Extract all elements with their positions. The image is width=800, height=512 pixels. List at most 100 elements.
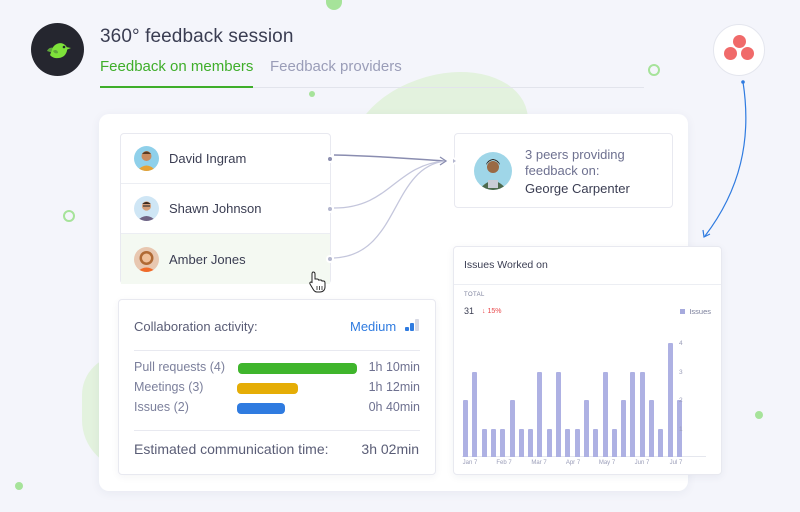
y-tick-label: 1 [679, 425, 683, 433]
chart-bar[interactable] [621, 400, 627, 457]
peer-count-text: 3 peers providing [525, 147, 625, 162]
member-name: Shawn Johnson [169, 201, 262, 216]
activity-time: 0h 40min [368, 400, 420, 414]
chart-bar[interactable] [630, 371, 636, 457]
member-name: David Ingram [169, 151, 247, 166]
change-indicator: ↓ 15% [482, 308, 502, 315]
avatar [134, 196, 159, 221]
tab-bar: Feedback on members Feedback providers [100, 58, 644, 88]
decorative-ring [648, 64, 660, 76]
decorative-ring [63, 210, 75, 222]
x-tick-label: Mar 7 [531, 460, 547, 466]
chart-bar[interactable] [565, 428, 571, 457]
chart-bar[interactable] [490, 428, 496, 457]
chart-bar[interactable] [481, 428, 487, 457]
chart-bar[interactable] [658, 428, 664, 457]
member-name: Amber Jones [169, 251, 246, 267]
asana-logo-icon [724, 47, 737, 60]
decorative-dot [309, 91, 315, 97]
legend-label: Issues [689, 307, 711, 316]
activity-bar [237, 383, 298, 394]
activity-bar [237, 403, 285, 414]
member-list: David Ingram Shawn Johnson Amber Jones [120, 133, 334, 284]
activity-heading: Collaboration activity: [134, 319, 258, 334]
decorative-dot [326, 0, 342, 10]
chart-bar[interactable] [583, 400, 589, 457]
decorative-dot [15, 482, 23, 490]
chart-bar[interactable] [463, 400, 468, 457]
asana-integration-button[interactable] [713, 24, 765, 76]
total-time-value: 3h 02min [361, 441, 419, 457]
app-logo [31, 23, 84, 76]
connector-handle[interactable] [326, 155, 334, 163]
x-tick-label: Jun 7 [634, 460, 650, 466]
chart-bar[interactable] [667, 343, 673, 457]
x-tick-label: Feb 7 [496, 460, 512, 466]
legend-swatch [680, 309, 686, 314]
y-tick-label: 2 [679, 397, 683, 404]
chart-bar[interactable] [639, 371, 645, 457]
active-tab-indicator [100, 86, 253, 88]
member-amber-jones[interactable]: Amber Jones [121, 234, 334, 284]
chart-bar[interactable] [472, 371, 478, 457]
asana-logo-icon [741, 47, 754, 60]
chart-bar[interactable] [574, 428, 580, 457]
avatar [134, 246, 159, 272]
chart-bar[interactable] [500, 428, 506, 457]
y-tick-label: 3 [679, 368, 683, 376]
activity-time: 1h 12min [368, 380, 420, 394]
x-tick-label: Jul 7 [669, 460, 683, 466]
chart-legend[interactable]: Issues [680, 307, 711, 316]
activity-row-issues: Issues (2) 0h 40min [134, 400, 420, 416]
decorative-dot [755, 411, 763, 419]
tab-feedback-providers[interactable]: Feedback providers [270, 58, 402, 75]
target-name: George Carpenter [525, 181, 630, 196]
x-tick-label: Apr 7 [565, 460, 581, 466]
total-label: TOTAL [464, 292, 485, 298]
activity-bar [238, 363, 357, 374]
chart-bar[interactable] [537, 371, 543, 457]
chart-bar[interactable] [509, 400, 515, 457]
chart-bar[interactable] [593, 428, 599, 457]
chart-bar[interactable] [528, 428, 534, 457]
member-david-ingram[interactable]: David Ingram [121, 134, 334, 184]
collaboration-activity-card: Collaboration activity: Medium Pull requ… [118, 299, 436, 475]
total-time-label: Estimated communication time: [134, 441, 329, 457]
divider [134, 350, 420, 351]
activity-label: Meetings (3) [134, 380, 204, 394]
chart-bar[interactable] [649, 400, 654, 457]
issues-chart-card: Issues Worked on TOTAL 31 ↓ 15% Issues J… [453, 246, 722, 475]
signal-strength-icon [405, 319, 419, 331]
y-tick-label: 4 [679, 340, 683, 347]
tab-feedback-on-members[interactable]: Feedback on members [100, 58, 254, 75]
bar-chart-plot [462, 339, 706, 457]
activity-label: Issues (2) [134, 400, 189, 414]
divider [134, 430, 420, 431]
feedback-target-card[interactable]: 3 peers providing feedback on: George Ca… [454, 133, 673, 208]
asana-logo-icon [733, 35, 746, 48]
bird-icon [46, 42, 71, 58]
chart-bar[interactable] [556, 371, 561, 457]
x-tick-label: May 7 [598, 460, 616, 466]
chart-bar[interactable] [546, 428, 552, 457]
page-title: 360° feedback session [100, 26, 294, 47]
member-shawn-johnson[interactable]: Shawn Johnson [121, 184, 334, 234]
connector-handle[interactable] [326, 255, 334, 263]
activity-row-pull-requests: Pull requests (4) 1h 10min [134, 360, 420, 376]
avatar [134, 146, 159, 171]
chart-bar[interactable] [518, 428, 524, 457]
peer-count-text-cont: feedback on: [525, 163, 600, 178]
activity-row-meetings: Meetings (3) 1h 12min [134, 380, 420, 396]
x-tick-label: Jan 7 [462, 460, 478, 466]
total-value: 31 [464, 306, 475, 316]
target-description: 3 peers providing feedback on: George Ca… [525, 147, 630, 197]
connector-handle[interactable] [326, 205, 334, 213]
chart-title: Issues Worked on [464, 259, 548, 271]
chart-bar[interactable] [676, 400, 682, 457]
activity-label: Pull requests (4) [134, 360, 226, 374]
chart-bar[interactable] [602, 371, 608, 457]
activity-time: 1h 10min [368, 360, 420, 374]
activity-level[interactable]: Medium [350, 319, 397, 334]
chart-bar[interactable] [611, 428, 617, 457]
